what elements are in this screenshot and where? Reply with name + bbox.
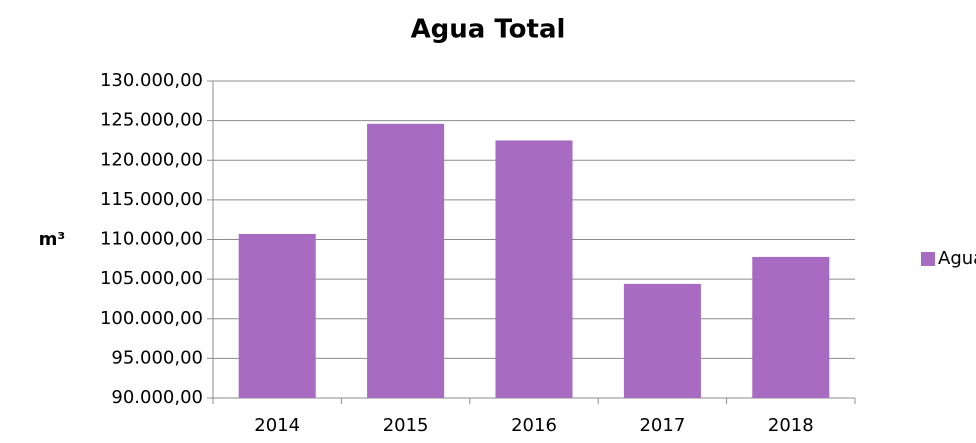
y-tick-label: 105.000,00 — [100, 268, 203, 289]
y-tick-label: 120.000,00 — [100, 149, 203, 170]
chart-title: Agua Total — [411, 15, 566, 45]
y-tick-label: 90.000,00 — [111, 387, 203, 408]
legend-label: Agua — [938, 248, 976, 269]
y-tick-label: 95.000,00 — [111, 347, 203, 368]
x-tick-label: 2017 — [639, 415, 685, 436]
bar — [495, 140, 573, 398]
bar — [367, 123, 445, 399]
y-tick-label: 100.000,00 — [100, 308, 203, 329]
y-tick-label: 130.000,00 — [100, 70, 203, 91]
y-tick-label: 115.000,00 — [100, 189, 203, 210]
bar — [238, 233, 316, 398]
x-tick-label: 2018 — [768, 415, 814, 436]
x-tick-label: 2016 — [511, 415, 557, 436]
legend-swatch — [921, 252, 935, 266]
y-tick-label: 110.000,00 — [100, 229, 203, 250]
bar — [623, 283, 701, 398]
bar — [752, 256, 830, 398]
y-tick-label: 125.000,00 — [100, 110, 203, 131]
x-tick-label: 2014 — [254, 415, 300, 436]
x-tick-label: 2015 — [383, 415, 429, 436]
y-axis-label: m³ — [39, 229, 66, 250]
